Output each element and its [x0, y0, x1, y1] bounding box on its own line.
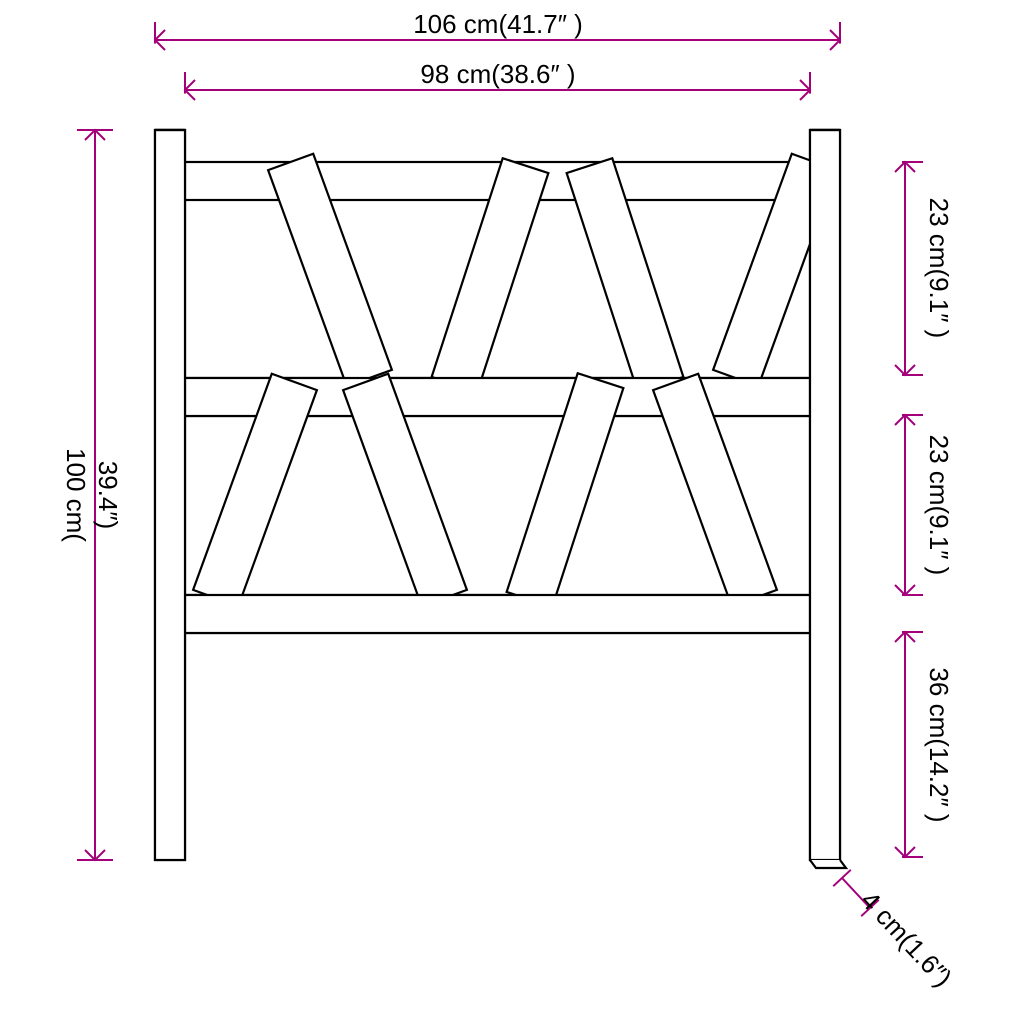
- dimension-label: 106 cm(41.7″ ): [413, 9, 583, 39]
- dimension-label: 98 cm(38.6″ ): [420, 59, 575, 89]
- dimension-label: 39.4″): [93, 461, 123, 529]
- headboard-diagram: [155, 130, 846, 868]
- dimension-label: 100 cm(: [61, 448, 91, 542]
- dimension-label: 4 cm(1.6″): [855, 885, 958, 993]
- dimension-label: 23 cm(9.1″ ): [924, 435, 954, 576]
- dimension-label: 36 cm(14.2″ ): [924, 667, 954, 822]
- dimension-label: 23 cm(9.1″ ): [924, 198, 954, 339]
